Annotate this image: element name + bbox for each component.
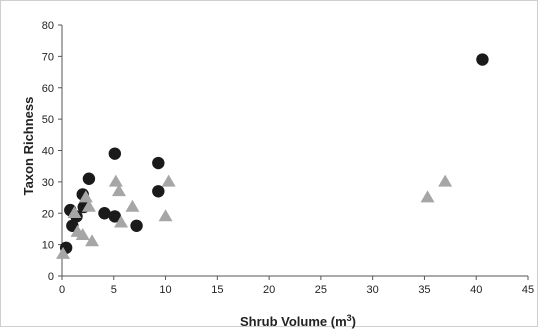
x-tick-label: 35 [418,284,430,296]
axes [58,24,529,280]
y-tick-label: 40 [42,146,54,158]
x-tick-label: 0 [59,284,65,296]
data-point-triangle [56,246,71,259]
x-tick-label: 10 [159,284,171,296]
data-point-triangle [161,174,176,187]
data-point-triangle [158,209,173,222]
y-tick-label: 20 [42,208,54,220]
data-point-triangle [420,190,435,203]
data-point-triangle [81,199,96,212]
data-point-circle [130,219,143,232]
y-tick-label: 0 [48,271,54,283]
data-points [56,53,489,259]
data-point-triangle [114,215,129,228]
data-point-circle [152,156,165,170]
x-axis-title-text: Shrub Volume [240,314,327,329]
x-tick-label: 20 [263,284,275,296]
data-point-triangle [438,174,453,187]
data-point-circle [152,185,165,198]
x-tick-label: 15 [211,284,223,296]
data-point-triangle [111,184,126,197]
data-point-triangle [108,174,123,187]
data-point-circle [108,147,122,160]
data-point-triangle [125,199,140,212]
y-tick-label: 80 [42,20,54,32]
y-tick-label: 30 [42,177,54,189]
data-point-triangle [67,206,82,219]
x-tick-label: 30 [367,284,379,296]
y-axis-title: Taxon Richness [21,97,36,196]
data-point-circle [108,210,122,223]
y-tick-label: 60 [42,83,54,95]
y-tick-label: 50 [42,114,54,126]
data-point-circle [476,53,489,66]
data-point-circle [98,207,111,220]
x-axis-unit: (m [331,314,347,329]
x-tick-label: 40 [470,284,482,296]
x-axis-title: Shrub Volume (m3) [240,313,356,329]
x-axis-unit-sup: 3 [347,313,352,323]
x-tick-label: 45 [522,284,534,296]
x-tick-label: 5 [111,284,117,296]
x-tick-label: 25 [315,284,327,296]
data-point-triangle [78,190,93,203]
y-tick-label: 70 [42,51,54,63]
data-point-circle [82,172,96,185]
y-tick-label: 10 [42,240,54,252]
data-point-triangle [85,234,100,247]
x-axis-unit-close: ) [352,314,356,329]
data-point-triangle [75,228,90,241]
tick-labels: 0 10 20 30 40 50 60 70 80 0 5 10 15 20 25 30 35 40 45 [42,20,534,296]
